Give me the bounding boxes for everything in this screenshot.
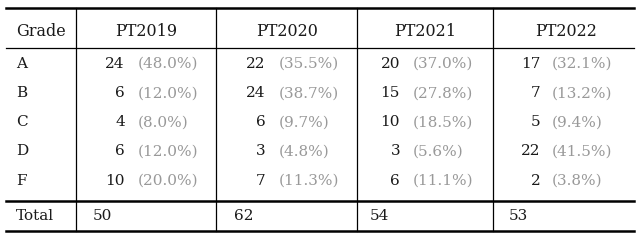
- Text: (11.1%): (11.1%): [413, 174, 474, 188]
- Text: (12.0%): (12.0%): [138, 86, 198, 100]
- Text: 6: 6: [256, 115, 266, 129]
- Text: (18.5%): (18.5%): [413, 115, 473, 129]
- Text: (8.0%): (8.0%): [138, 115, 188, 129]
- Text: F: F: [16, 174, 26, 188]
- Text: (11.3%): (11.3%): [278, 174, 339, 188]
- Text: 50: 50: [93, 209, 112, 223]
- Text: Total: Total: [16, 209, 54, 223]
- Text: (3.8%): (3.8%): [552, 174, 602, 188]
- Text: 3: 3: [256, 144, 266, 158]
- Text: 15: 15: [381, 86, 400, 100]
- Text: (32.1%): (32.1%): [552, 57, 612, 71]
- Text: 7: 7: [256, 174, 266, 188]
- Text: (9.4%): (9.4%): [552, 115, 602, 129]
- Text: 24: 24: [246, 86, 266, 100]
- Text: 20: 20: [381, 57, 400, 71]
- Text: 6: 6: [390, 174, 400, 188]
- Text: (38.7%): (38.7%): [278, 86, 339, 100]
- Text: 7: 7: [531, 86, 541, 100]
- Text: 5: 5: [531, 115, 541, 129]
- Text: PT2021: PT2021: [394, 23, 456, 40]
- Text: 10: 10: [381, 115, 400, 129]
- Text: (4.8%): (4.8%): [278, 144, 329, 158]
- Text: (13.2%): (13.2%): [552, 86, 612, 100]
- Text: 4: 4: [115, 115, 125, 129]
- Text: 10: 10: [106, 174, 125, 188]
- Text: 62: 62: [234, 209, 253, 223]
- Text: (48.0%): (48.0%): [138, 57, 198, 71]
- Text: (27.8%): (27.8%): [413, 86, 473, 100]
- Text: 24: 24: [106, 57, 125, 71]
- Text: D: D: [16, 144, 28, 158]
- Text: A: A: [16, 57, 27, 71]
- Text: (20.0%): (20.0%): [138, 174, 198, 188]
- Text: PT2020: PT2020: [256, 23, 317, 40]
- Text: (41.5%): (41.5%): [552, 144, 612, 158]
- Text: C: C: [16, 115, 28, 129]
- Text: Grade: Grade: [16, 23, 66, 40]
- Text: 53: 53: [509, 209, 528, 223]
- Text: (37.0%): (37.0%): [413, 57, 473, 71]
- Text: 3: 3: [390, 144, 400, 158]
- Text: 17: 17: [522, 57, 541, 71]
- Text: B: B: [16, 86, 27, 100]
- Text: (12.0%): (12.0%): [138, 144, 198, 158]
- Text: 2: 2: [531, 174, 541, 188]
- Text: PT2022: PT2022: [535, 23, 596, 40]
- Text: PT2019: PT2019: [115, 23, 177, 40]
- Text: 22: 22: [522, 144, 541, 158]
- Text: (35.5%): (35.5%): [278, 57, 339, 71]
- Text: 54: 54: [370, 209, 389, 223]
- Text: 6: 6: [115, 144, 125, 158]
- Text: (9.7%): (9.7%): [278, 115, 329, 129]
- Text: 22: 22: [246, 57, 266, 71]
- Text: (5.6%): (5.6%): [413, 144, 463, 158]
- Text: 6: 6: [115, 86, 125, 100]
